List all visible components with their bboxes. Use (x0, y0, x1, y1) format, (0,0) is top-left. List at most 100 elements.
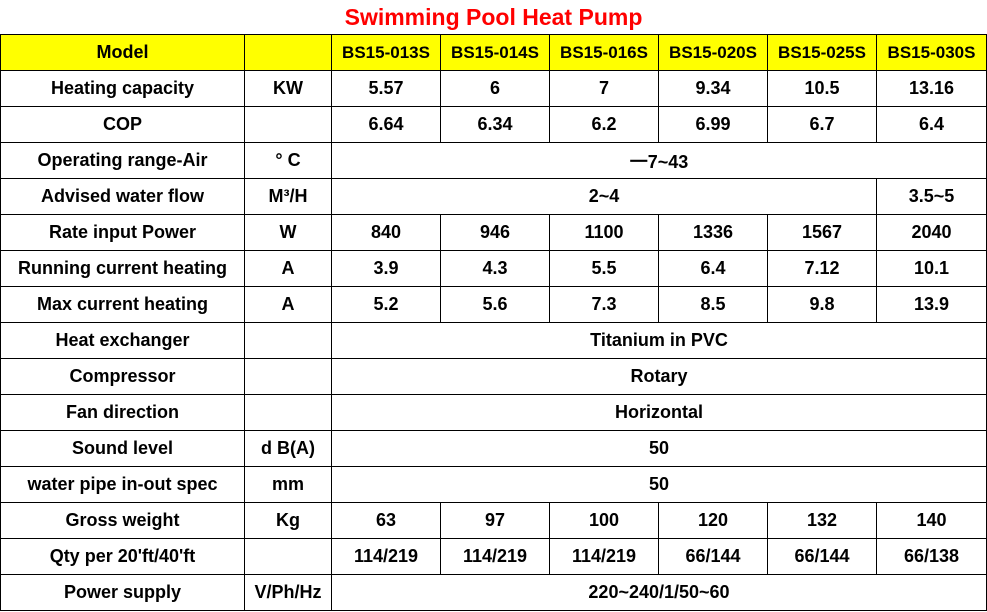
row-unit: ° C (244, 142, 332, 179)
row-unit: Kg (244, 502, 332, 539)
row-unit: M³/H (244, 178, 332, 215)
row-gross-weight: Gross weight Kg 63 97 100 120 132 140 (0, 502, 987, 539)
value-cell: 120 (658, 502, 768, 539)
merged-value-cell: 50 (331, 466, 987, 503)
row-label: COP (0, 106, 245, 143)
row-label: water pipe in-out spec (0, 466, 245, 503)
row-unit (244, 538, 332, 575)
value-cell: 840 (331, 214, 441, 251)
model-name: BS15-013S (331, 34, 441, 71)
value-cell: 6.4 (876, 106, 987, 143)
row-label: Heating capacity (0, 70, 245, 107)
value-cell: 63 (331, 502, 441, 539)
value-cell: 6.7 (767, 106, 877, 143)
value-cell: 6.2 (549, 106, 659, 143)
value-cell: 4.3 (440, 250, 550, 287)
value-cell: 7 (549, 70, 659, 107)
value-cell: 2040 (876, 214, 987, 251)
row-label: Heat exchanger (0, 322, 245, 359)
row-label: Max current heating (0, 286, 245, 323)
value-cell: 3.5~5 (876, 178, 987, 215)
row-label: Qty per 20'ft/40'ft (0, 538, 245, 575)
model-name: BS15-030S (876, 34, 987, 71)
model-name: BS15-014S (440, 34, 550, 71)
row-unit: A (244, 250, 332, 287)
row-sound-level: Sound level d B(A) 50 (0, 430, 987, 467)
row-compressor: Compressor Rotary (0, 358, 987, 395)
row-unit: mm (244, 466, 332, 503)
row-unit: A (244, 286, 332, 323)
value-cell: 3.9 (331, 250, 441, 287)
value-cell: 114/219 (331, 538, 441, 575)
row-max-current-heating: Max current heating A 5.2 5.6 7.3 8.5 9.… (0, 286, 987, 323)
row-advised-water-flow: Advised water flow M³/H 2~4 3.5~5 (0, 178, 987, 215)
row-label: Rate input Power (0, 214, 245, 251)
row-label: Compressor (0, 358, 245, 395)
value-cell: 5.2 (331, 286, 441, 323)
value-cell: 6.4 (658, 250, 768, 287)
value-cell: 7.3 (549, 286, 659, 323)
value-cell: 6.64 (331, 106, 441, 143)
value-cell: 6.34 (440, 106, 550, 143)
value-cell: 1567 (767, 214, 877, 251)
row-fan-direction: Fan direction Horizontal (0, 394, 987, 431)
value-cell: 1336 (658, 214, 768, 251)
value-cell: 7.12 (767, 250, 877, 287)
value-cell: 132 (767, 502, 877, 539)
row-unit (244, 394, 332, 431)
row-unit (244, 322, 332, 359)
value-cell: 140 (876, 502, 987, 539)
value-cell: 5.57 (331, 70, 441, 107)
merged-value-cell: 50 (331, 430, 987, 467)
value-cell: 8.5 (658, 286, 768, 323)
row-label: Power supply (0, 574, 245, 611)
row-power-supply: Power supply V/Ph/Hz 220~240/1/50~60 (0, 574, 987, 611)
row-unit: V/Ph/Hz (244, 574, 332, 611)
model-name: BS15-020S (658, 34, 768, 71)
header-row: Model BS15-013S BS15-014S BS15-016S BS15… (0, 34, 987, 71)
value-cell: 6.99 (658, 106, 768, 143)
value-cell: 114/219 (549, 538, 659, 575)
value-cell: 100 (549, 502, 659, 539)
value-cell: 13.9 (876, 286, 987, 323)
row-heating-capacity: Heating capacity KW 5.57 6 7 9.34 10.5 1… (0, 70, 987, 107)
merged-value-cell: Horizontal (331, 394, 987, 431)
merged-value-cell: Titanium in PVC (331, 322, 987, 359)
merged-value-cell: 2~4 (331, 178, 877, 215)
value-cell: 10.1 (876, 250, 987, 287)
merged-value-cell: Rotary (331, 358, 987, 395)
model-name: BS15-016S (549, 34, 659, 71)
row-running-current-heating: Running current heating A 3.9 4.3 5.5 6.… (0, 250, 987, 287)
row-water-pipe-spec: water pipe in-out spec mm 50 (0, 466, 987, 503)
value-cell: 5.6 (440, 286, 550, 323)
row-unit: d B(A) (244, 430, 332, 467)
value-cell: 66/138 (876, 538, 987, 575)
merged-value-cell: 一7~43 (331, 142, 987, 179)
row-label: Gross weight (0, 502, 245, 539)
row-rate-input-power: Rate input Power W 840 946 1100 1336 156… (0, 214, 987, 251)
merged-value-cell: 220~240/1/50~60 (331, 574, 987, 611)
row-qty-per-container: Qty per 20'ft/40'ft 114/219 114/219 114/… (0, 538, 987, 575)
row-unit (244, 106, 332, 143)
row-label: Sound level (0, 430, 245, 467)
value-cell: 9.8 (767, 286, 877, 323)
value-cell: 946 (440, 214, 550, 251)
row-unit: W (244, 214, 332, 251)
row-label: Operating range-Air (0, 142, 245, 179)
value-cell: 66/144 (767, 538, 877, 575)
header-label: Model (0, 34, 245, 71)
value-cell: 5.5 (549, 250, 659, 287)
value-cell: 66/144 (658, 538, 768, 575)
value-cell: 13.16 (876, 70, 987, 107)
spec-table: Model BS15-013S BS15-014S BS15-016S BS15… (0, 34, 987, 611)
page-title: Swimming Pool Heat Pump (344, 4, 643, 30)
value-cell: 114/219 (440, 538, 550, 575)
row-label: Running current heating (0, 250, 245, 287)
model-name: BS15-025S (767, 34, 877, 71)
header-unit (244, 34, 332, 71)
value-cell: 97 (440, 502, 550, 539)
value-cell: 10.5 (767, 70, 877, 107)
value-cell: 6 (440, 70, 550, 107)
row-unit (244, 358, 332, 395)
row-heat-exchanger: Heat exchanger Titanium in PVC (0, 322, 987, 359)
